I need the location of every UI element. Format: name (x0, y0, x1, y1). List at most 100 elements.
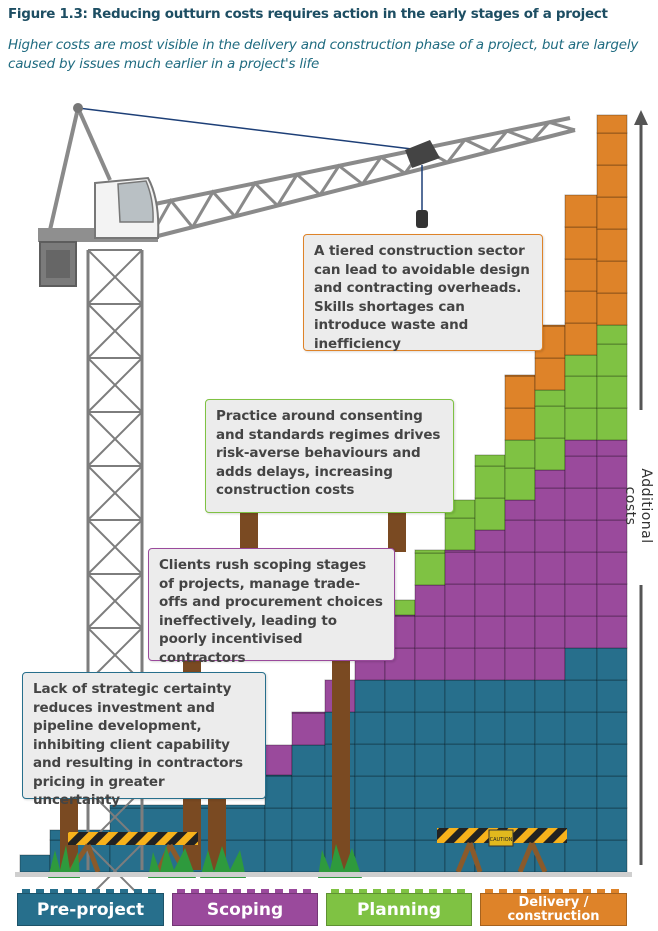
callout-planning: Practice around consenting and standards… (205, 399, 454, 513)
brick (291, 807, 326, 841)
brick (564, 354, 598, 377)
brick (504, 583, 536, 617)
brick (596, 114, 628, 134)
figure-title: Figure 1.3: Reducing outturn costs requi… (8, 6, 608, 22)
brick (596, 375, 628, 409)
brick (474, 583, 506, 617)
phase-label: Pre-project (36, 899, 145, 920)
brick (444, 583, 476, 617)
callout-pre-project: Lack of strategic certainty reduces inve… (22, 672, 266, 808)
brick (414, 552, 446, 586)
brick (534, 405, 566, 439)
brick (474, 529, 506, 553)
brick (291, 744, 326, 777)
brick (504, 519, 536, 553)
brick (291, 775, 326, 809)
brick (596, 711, 628, 745)
brick (534, 551, 566, 585)
brick (414, 549, 446, 554)
brick (596, 260, 628, 294)
brick (264, 807, 293, 841)
brick (564, 226, 598, 260)
barrier-left (67, 832, 198, 874)
brick (444, 775, 476, 809)
brick (504, 679, 536, 713)
brick (444, 679, 476, 713)
brick (354, 711, 386, 745)
grass (48, 844, 362, 878)
phase-planning: Planning (326, 889, 472, 926)
brick (474, 454, 506, 467)
brick (564, 258, 598, 292)
brick (384, 679, 416, 713)
brick (596, 487, 628, 521)
brick (596, 615, 628, 649)
phase-delivery: Delivery / construction (480, 889, 627, 926)
brick (384, 839, 416, 873)
brick (414, 743, 446, 777)
brick (534, 583, 566, 617)
brick (291, 712, 326, 746)
brick (414, 584, 446, 617)
brick (534, 775, 566, 809)
brick (474, 711, 506, 745)
additional-costs-arrow (634, 110, 648, 865)
brick (534, 519, 566, 553)
brick (474, 465, 506, 499)
brick (596, 228, 628, 262)
phase-scoping: Scoping (172, 889, 318, 926)
brick (564, 322, 598, 356)
brick (291, 711, 326, 714)
brick (534, 469, 566, 489)
brick (264, 839, 293, 873)
brick (474, 647, 506, 681)
brick (504, 439, 536, 469)
brick (596, 324, 628, 345)
brick (444, 743, 476, 777)
brick (354, 839, 386, 873)
brick (414, 711, 446, 745)
brick (596, 292, 628, 326)
brick (564, 407, 598, 441)
brick (596, 775, 628, 809)
brick (504, 499, 536, 521)
brick (474, 615, 506, 649)
brick (534, 615, 566, 649)
brick (504, 467, 536, 501)
figure-subtitle: Higher costs are most visible in the del… (8, 37, 639, 72)
brick (596, 839, 628, 873)
brick (264, 775, 293, 809)
brick (474, 551, 506, 585)
brick (534, 389, 566, 407)
brick (534, 437, 566, 471)
brick (564, 647, 598, 681)
brick (504, 647, 536, 681)
brick (534, 743, 566, 777)
brick (534, 679, 566, 713)
brick (564, 487, 598, 521)
phase-label: Delivery / construction (507, 894, 600, 924)
brick (504, 407, 536, 441)
brick (504, 375, 536, 409)
brick (474, 775, 506, 809)
brick (264, 744, 293, 776)
brick (596, 407, 628, 441)
brick (414, 647, 446, 681)
brick (596, 679, 628, 713)
brick (534, 711, 566, 745)
brick (504, 743, 536, 777)
brick (564, 839, 598, 873)
brick (474, 497, 506, 531)
brick (354, 679, 386, 713)
brick (384, 775, 416, 809)
brick (354, 807, 386, 841)
brick (414, 679, 446, 713)
brick (596, 343, 628, 377)
brick (384, 711, 416, 745)
brick (384, 743, 416, 777)
brick (564, 439, 598, 457)
brick (564, 775, 598, 809)
brick (564, 615, 598, 649)
